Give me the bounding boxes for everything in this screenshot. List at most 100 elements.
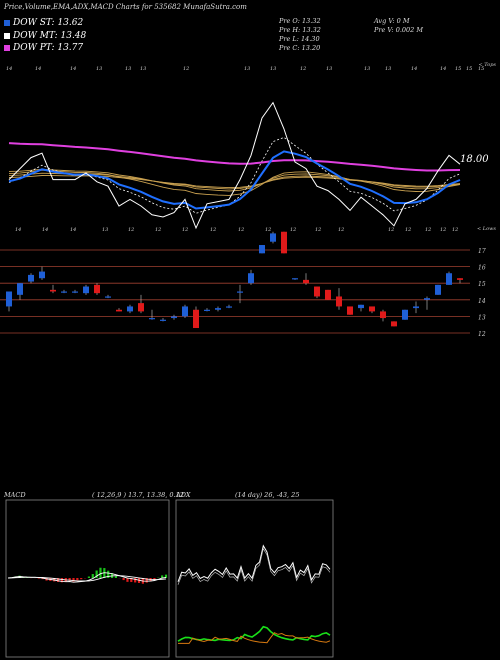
ema-band-line bbox=[8, 168, 461, 192]
candle-body bbox=[127, 306, 133, 312]
low-label: 12 bbox=[265, 227, 271, 233]
low-labels-group: 14 14 14 13 12 12 12 12 12 12 12 12 12 12 12 12 12 12 bbox=[15, 227, 458, 233]
ohlc-high: Pre H: 13.32 bbox=[279, 26, 321, 34]
candle-body bbox=[6, 291, 12, 307]
low-label: 12 bbox=[210, 227, 216, 233]
ohlc-pre-volume: Pre V: 0.002 M bbox=[374, 26, 424, 34]
legend-label-pt: DOW PT: 13.77 bbox=[13, 43, 84, 53]
top-label: 14 bbox=[440, 66, 446, 72]
candle-body bbox=[336, 296, 342, 307]
top-label: 15 bbox=[466, 66, 472, 72]
ohlc-avg-volume: Avg V: 0 M bbox=[374, 17, 410, 25]
macd-label: MACD bbox=[4, 491, 26, 499]
low-label: 12 bbox=[338, 227, 344, 233]
legend-swatch-st bbox=[4, 19, 10, 26]
candle-body bbox=[369, 306, 375, 312]
tops-corner-label: < Tops bbox=[478, 62, 496, 68]
candle-body bbox=[237, 291, 243, 293]
candle-body bbox=[61, 291, 67, 293]
macd-panel-group bbox=[5, 499, 170, 658]
low-label: 12 bbox=[128, 227, 134, 233]
top-label: 13 bbox=[270, 66, 276, 72]
ema-band-line bbox=[8, 169, 461, 196]
ema-band-line bbox=[8, 175, 461, 189]
candle-body bbox=[39, 271, 45, 279]
adx-minus-di-line bbox=[178, 632, 331, 644]
top-label: 15 bbox=[455, 66, 461, 72]
candle-body bbox=[28, 274, 34, 282]
top-label: 15 bbox=[478, 66, 484, 72]
top-label: 13 bbox=[244, 66, 250, 72]
candle-body bbox=[446, 273, 452, 285]
low-label: 12 bbox=[388, 227, 394, 233]
ohlc-open: Pre O: 13.32 bbox=[279, 17, 321, 25]
legend-swatch-pt bbox=[4, 44, 10, 51]
price-label: 18.00 bbox=[460, 154, 489, 165]
candles-group bbox=[6, 231, 463, 329]
axis-tick-label: 12 bbox=[478, 331, 486, 338]
candle-body bbox=[325, 289, 331, 300]
candle-body bbox=[215, 308, 221, 310]
candle-body bbox=[94, 284, 100, 294]
low-label: 12 bbox=[452, 227, 458, 233]
candle-body bbox=[303, 279, 309, 284]
candle-body bbox=[105, 296, 111, 298]
macd-params: ( 12,26,9 ) 13.7, 13.38, 0.12 bbox=[92, 491, 184, 499]
candle-body bbox=[380, 311, 386, 319]
top-label: 13 bbox=[140, 66, 146, 72]
legend-label-mt: DOW MT: 13.48 bbox=[13, 31, 87, 41]
ohlc-close: Pre C: 13.20 bbox=[279, 44, 321, 52]
candle-body bbox=[17, 283, 23, 295]
adx-white-line bbox=[177, 544, 331, 582]
candle-body bbox=[149, 318, 155, 320]
low-label: 12 bbox=[238, 227, 244, 233]
candle-body bbox=[182, 306, 188, 317]
candle-body bbox=[457, 278, 463, 280]
candle-body bbox=[226, 306, 232, 308]
candle-body bbox=[204, 309, 210, 311]
top-label: 13 bbox=[96, 66, 102, 72]
low-label: 12 bbox=[182, 227, 188, 233]
candle-body bbox=[358, 304, 364, 309]
low-label: 13 bbox=[102, 227, 108, 233]
low-label: 12 bbox=[290, 227, 296, 233]
legend-label-st: DOW ST: 13.62 bbox=[13, 18, 84, 28]
candle-body bbox=[72, 291, 78, 293]
top-label: 13 bbox=[125, 66, 131, 72]
candle-body bbox=[424, 298, 430, 300]
candle-body bbox=[402, 309, 408, 320]
axis-tick-label: 14 bbox=[478, 298, 486, 305]
ema-lines-group bbox=[8, 101, 461, 230]
adx-white-line-2 bbox=[177, 547, 331, 585]
legend-dow-mt: DOW MT: 13.48 bbox=[4, 31, 86, 41]
candle-body bbox=[314, 286, 320, 297]
top-label: 12 bbox=[300, 66, 306, 72]
adx-panel-group bbox=[175, 499, 334, 658]
adx-label: ADX bbox=[176, 491, 191, 499]
top-label: 14 bbox=[411, 66, 417, 72]
top-label: 12 bbox=[183, 66, 189, 72]
price-line bbox=[8, 101, 461, 230]
top-labels-group: 14 14 14 13 13 13 12 13 13 12 13 13 13 14 14 15 15 15 bbox=[6, 66, 484, 72]
candle-body bbox=[248, 273, 254, 284]
axis-tick-label: 15 bbox=[478, 281, 486, 288]
price-grid-group: 17 16 15 14 13 12 bbox=[0, 248, 486, 338]
top-label: 13 bbox=[364, 66, 370, 72]
axis-tick-label: 13 bbox=[478, 314, 486, 321]
chart-header-title: Price,Volume,EMA,ADX,MACD Charts for 535… bbox=[4, 3, 247, 11]
low-label: 12 bbox=[425, 227, 431, 233]
adx-params: (14 day) 26, -43, 25 bbox=[235, 491, 300, 499]
candle-body bbox=[171, 316, 177, 319]
adx-frame bbox=[175, 499, 334, 658]
candle-body bbox=[50, 289, 56, 292]
candle-body bbox=[160, 319, 166, 321]
candle-body bbox=[138, 303, 144, 312]
candle-body bbox=[259, 245, 265, 254]
candle-body bbox=[281, 231, 287, 254]
axis-tick-label: 16 bbox=[478, 265, 486, 272]
adx-plus-di-line bbox=[177, 625, 331, 642]
legend-dow-pt: DOW PT: 13.77 bbox=[4, 43, 83, 53]
low-label: 12 bbox=[405, 227, 411, 233]
